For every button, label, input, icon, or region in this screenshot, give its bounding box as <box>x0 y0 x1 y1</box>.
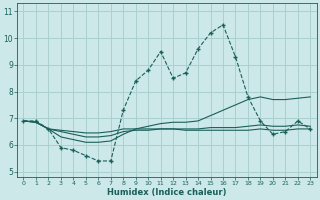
X-axis label: Humidex (Indice chaleur): Humidex (Indice chaleur) <box>107 188 227 197</box>
